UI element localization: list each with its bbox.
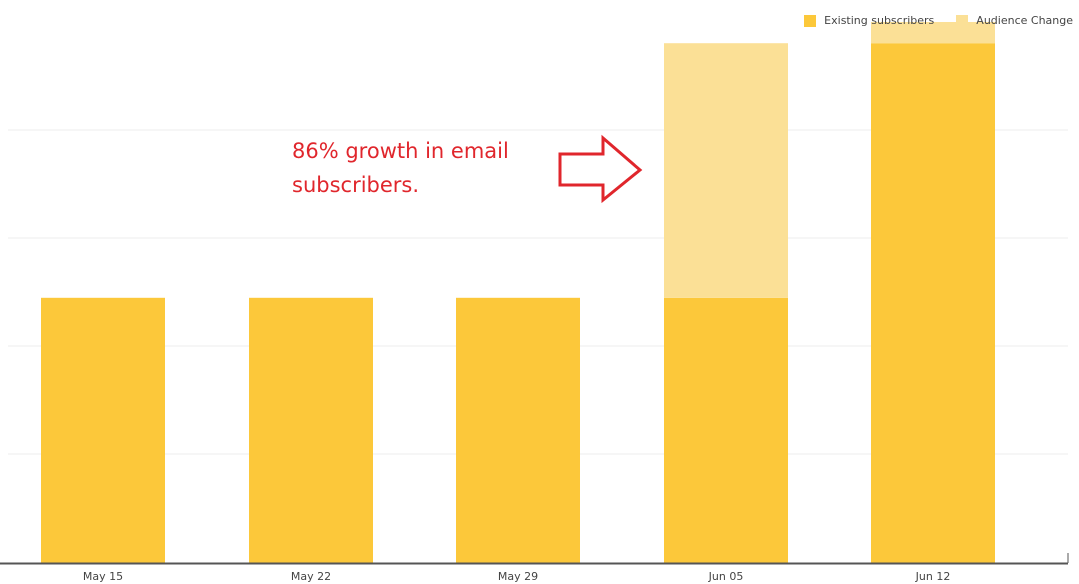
annotation-arrow xyxy=(558,134,643,204)
legend-swatch-existing xyxy=(804,14,817,27)
x-tick-label: May 29 xyxy=(498,570,538,583)
annotation-line-2: subscribers. xyxy=(292,173,420,197)
annotation-line-1: 86% growth in email xyxy=(292,139,509,163)
bar-existing-may-15[interactable] xyxy=(41,297,165,563)
bar-existing-may-29[interactable] xyxy=(456,297,580,563)
right-arrow-icon xyxy=(558,134,643,204)
bar-existing-jun-12[interactable] xyxy=(871,43,995,563)
x-axis: May 15 May 22 May 29 Jun 05 Jun 12 xyxy=(0,553,1069,583)
legend-swatch-change xyxy=(956,14,969,27)
bars xyxy=(41,22,995,563)
x-tick-label: May 15 xyxy=(83,570,123,583)
legend-item-existing[interactable]: Existing subscribers xyxy=(804,14,934,27)
legend-label-existing: Existing subscribers xyxy=(824,14,935,27)
bar-existing-jun-05[interactable] xyxy=(664,297,788,563)
legend: Existing subscribers Audience Change xyxy=(804,14,1073,27)
bar-change-jun-12[interactable] xyxy=(871,22,995,44)
x-tick-label: Jun 05 xyxy=(708,570,744,583)
bar-change-jun-05[interactable] xyxy=(664,43,788,298)
legend-item-change[interactable]: Audience Change xyxy=(956,14,1073,27)
bar-existing-may-22[interactable] xyxy=(249,297,373,563)
growth-annotation: 86% growth in email subscribers. xyxy=(292,134,592,202)
x-tick-label: May 22 xyxy=(291,570,331,583)
legend-label-change: Audience Change xyxy=(976,14,1073,27)
x-tick-label: Jun 12 xyxy=(915,570,951,583)
